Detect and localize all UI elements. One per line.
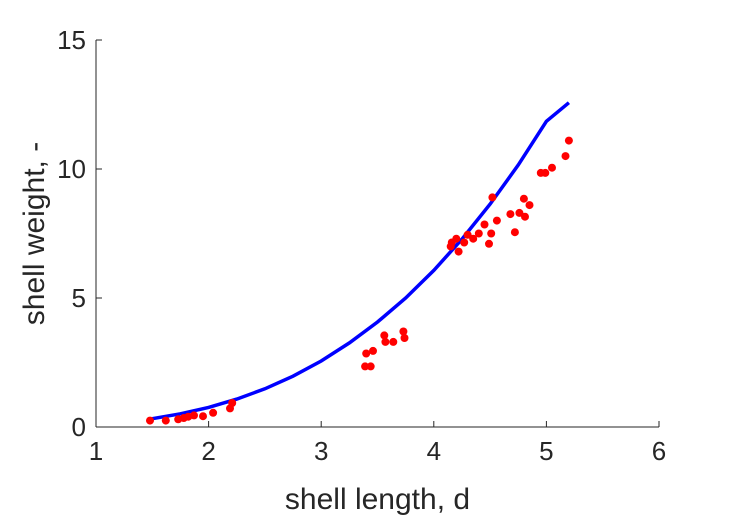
data-point — [564, 136, 573, 145]
data-point — [548, 163, 556, 172]
data-point — [488, 193, 497, 202]
data-point — [525, 201, 534, 210]
data-point — [389, 337, 398, 346]
data-point — [381, 337, 390, 346]
data-point — [541, 168, 550, 177]
x-tick-label: 5 — [539, 436, 553, 466]
data-point — [487, 229, 496, 238]
plot-area — [146, 101, 573, 425]
y-tick-label: 10 — [57, 154, 86, 184]
data-point — [460, 238, 469, 247]
data-point — [469, 234, 478, 243]
y-tick-label: 5 — [72, 283, 86, 313]
y-tick-label: 15 — [57, 25, 86, 55]
data-point — [561, 152, 570, 161]
x-axis-label: shell length, d — [285, 483, 470, 516]
data-point — [361, 362, 370, 371]
data-point — [463, 230, 472, 239]
x-tick-label: 4 — [427, 436, 441, 466]
y-tick-label: 0 — [72, 412, 86, 442]
data-point — [399, 327, 408, 336]
data-point — [362, 349, 371, 358]
data-point — [485, 239, 493, 248]
x-tick-label: 3 — [314, 436, 328, 466]
data-point — [199, 412, 207, 421]
data-point — [510, 228, 519, 237]
data-point — [521, 212, 529, 221]
data-point — [474, 229, 483, 238]
data-point — [400, 334, 409, 342]
data-point — [228, 399, 237, 407]
data-point — [366, 362, 375, 371]
data-point — [380, 331, 389, 340]
data-point — [454, 247, 463, 256]
data-point — [506, 210, 515, 219]
data-point — [190, 411, 198, 420]
data-point — [209, 408, 218, 417]
data-point — [515, 208, 524, 217]
y-axis-label: shell weight, - — [18, 142, 51, 325]
data-point — [480, 220, 489, 229]
ticks: 1 2 3 4 5 6 0 5 10 15 — [57, 25, 666, 466]
data-point — [369, 346, 377, 355]
data-point — [161, 416, 170, 425]
fit-curve — [151, 101, 571, 421]
data-point — [146, 416, 154, 425]
x-tick-label: 1 — [89, 436, 103, 466]
data-point — [492, 216, 501, 225]
data-point — [452, 234, 461, 243]
axes — [95, 40, 659, 428]
x-tick-label: 6 — [652, 436, 666, 466]
data-point — [519, 194, 528, 203]
x-tick-label: 2 — [201, 436, 215, 466]
